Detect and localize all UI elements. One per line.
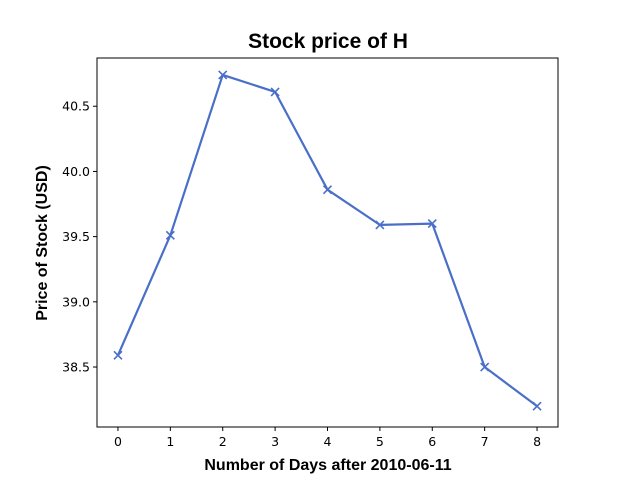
- data-point: [427, 219, 437, 229]
- data-point: [532, 401, 542, 411]
- y-axis: 38.5 39.0 39.5 40.0 40.5: [62, 99, 97, 375]
- y-tick-label: 40.5: [62, 99, 90, 114]
- data-point: [218, 70, 228, 80]
- data-point: [375, 220, 385, 230]
- data-point: [480, 362, 490, 372]
- data-point: [113, 350, 123, 360]
- x-tick-label: 8: [533, 434, 541, 449]
- x-tick-label: 3: [271, 434, 279, 449]
- x-tick-label: 5: [376, 434, 384, 449]
- x-tick-label: 1: [166, 434, 174, 449]
- y-axis-label: Price of Stock (USD): [34, 165, 51, 321]
- y-tick-label: 39.0: [62, 294, 90, 309]
- x-tick-label: 4: [324, 434, 332, 449]
- y-tick-label: 38.5: [62, 360, 90, 375]
- x-tick-label: 0: [114, 434, 122, 449]
- series-group: [113, 70, 542, 411]
- y-tick-label: 40.0: [62, 164, 90, 179]
- x-tick-label: 7: [481, 434, 489, 449]
- x-axis-label: Number of Days after 2010-06-11: [204, 457, 451, 474]
- data-point: [270, 87, 280, 97]
- series-line: [116, 73, 538, 408]
- data-point: [322, 185, 333, 195]
- data-point: [165, 230, 175, 240]
- x-tick-label: 6: [428, 434, 436, 449]
- chart-title: Stock price of H: [248, 30, 408, 53]
- y-tick-label: 39.5: [62, 229, 90, 244]
- x-tick-label: 2: [219, 434, 227, 449]
- x-axis: 0 1 2 3 4 5 6 7 8: [114, 427, 541, 449]
